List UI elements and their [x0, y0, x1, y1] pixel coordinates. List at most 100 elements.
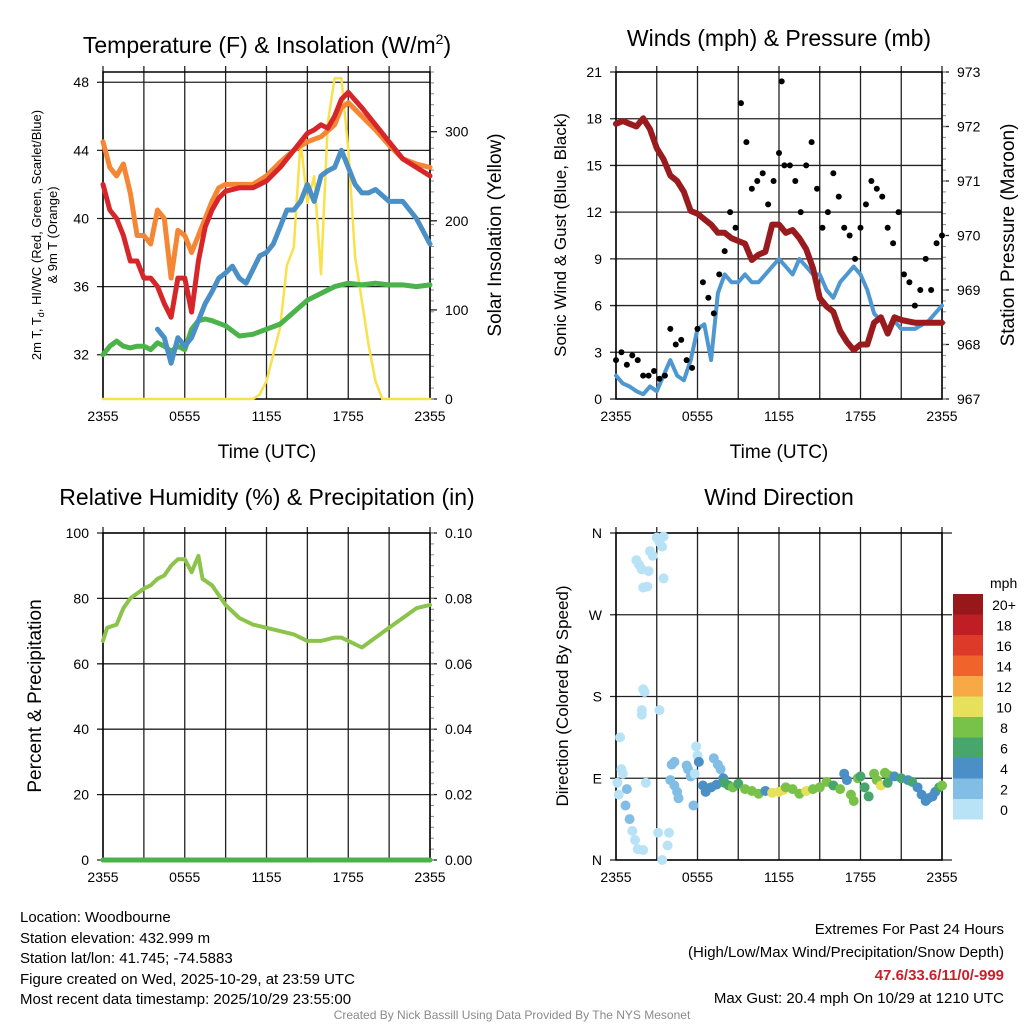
- colorbar-label: 10: [996, 700, 1012, 716]
- y-tick-label: 40: [73, 721, 89, 737]
- x-tick-label: 1155: [764, 408, 794, 424]
- y-tick-label: 44: [73, 142, 89, 158]
- direction-point: [653, 827, 664, 838]
- direction-point: [658, 531, 669, 542]
- gust-point: [623, 361, 630, 368]
- direction-point: [855, 771, 866, 782]
- direction-point: [620, 800, 631, 811]
- direction-point: [688, 800, 699, 811]
- colorbar-swatch: [953, 696, 983, 717]
- direction-chart-title: Wind Direction: [704, 484, 854, 510]
- gust-point: [879, 193, 886, 200]
- wind-y-axis-label: Sonic Wind & Gust (Blue, Black): [551, 113, 570, 357]
- colorbar-label: 12: [996, 679, 1012, 695]
- gust-point: [743, 139, 750, 146]
- 2m-t-line: [100, 89, 433, 320]
- y-tick-label: 6: [594, 298, 602, 314]
- td-line: [100, 280, 433, 358]
- right-y-tick-label: 971: [957, 173, 981, 189]
- gust-point: [862, 201, 869, 208]
- station-pressure-line: [613, 115, 945, 353]
- y-tick-label: 15: [586, 157, 602, 173]
- extremes-values: 47.6/33.6/11/0/-999: [875, 967, 1004, 984]
- gust-point: [705, 294, 712, 301]
- right-y-tick-label: 200: [445, 213, 469, 229]
- footer-recent-data: Most recent data timestamp: 2025/10/29 2…: [20, 991, 351, 1008]
- y-tick-label: 36: [73, 279, 89, 295]
- gust-point: [618, 349, 625, 356]
- gust-point: [672, 341, 679, 348]
- gust-point: [890, 240, 897, 247]
- right-y-tick-label: 969: [957, 282, 981, 298]
- gust-point: [819, 224, 826, 231]
- y-tick-label: 80: [73, 590, 89, 606]
- direction-point: [689, 768, 700, 779]
- y-tick-label: 9: [594, 251, 602, 267]
- gust-point: [710, 310, 717, 317]
- gust-point: [634, 357, 641, 364]
- wind-right-axis-label: Station Pressure (Maroon): [998, 124, 1019, 347]
- direction-point: [627, 825, 638, 836]
- gust-point: [786, 162, 793, 169]
- dir-plot-frame: [615, 532, 943, 861]
- gust-point: [694, 325, 701, 332]
- right-y-tick-label: 0.00: [445, 852, 472, 868]
- x-tick-label: 1755: [333, 408, 364, 424]
- y-tick-label: E: [593, 770, 602, 786]
- x-tick-label: 2355: [926, 869, 957, 885]
- rh-y-axis-label: Percent & Precipitation: [25, 599, 46, 792]
- y-tick-label: 100: [66, 525, 90, 541]
- gust-point: [814, 185, 821, 192]
- gust-point: [939, 232, 945, 239]
- extremes-subtitle: (High/Low/Max Wind/Precipitation/Snow De…: [688, 944, 1004, 961]
- direction-point: [715, 764, 726, 775]
- gust-point: [776, 149, 782, 156]
- relative-humidity-line: [101, 553, 432, 650]
- temp-chart-title: Temperature (F) & Insolation (W/m2): [83, 31, 451, 58]
- direction-point: [647, 550, 658, 561]
- colorbar-swatch: [953, 778, 983, 799]
- direction-point: [624, 814, 635, 825]
- gust-point: [721, 248, 728, 255]
- gust-point: [797, 209, 804, 216]
- x-tick-label: 2355: [600, 869, 631, 885]
- temp-right-axis-label: Solar Insolation (Yellow): [485, 133, 506, 336]
- x-tick-label: 0555: [682, 408, 713, 424]
- colorbar-swatch: [953, 737, 983, 758]
- x-tick-label: 1755: [845, 869, 876, 885]
- colorbar-swatch: [953, 635, 983, 656]
- y-tick-label: 3: [594, 344, 602, 360]
- gust-point: [748, 185, 755, 192]
- direction-point: [643, 566, 654, 577]
- y-tick-label: 40: [73, 210, 89, 226]
- temp-x-axis-label: Time (UTC): [218, 442, 317, 463]
- x-tick-label: 1755: [845, 408, 876, 424]
- direction-point: [640, 777, 651, 788]
- y-tick-label: 0: [594, 391, 602, 407]
- colorbar-swatch: [953, 594, 983, 615]
- gust-point: [933, 240, 940, 247]
- direction-point: [642, 581, 653, 592]
- wind-chart-title: Winds (mph) & Pressure (mb): [627, 25, 931, 51]
- x-tick-label: 2355: [926, 408, 957, 424]
- x-tick-label: 0555: [682, 869, 713, 885]
- direction-point: [621, 784, 632, 795]
- gust-point: [835, 193, 842, 200]
- y-tick-label: 32: [73, 347, 89, 363]
- gust-point: [830, 170, 837, 177]
- direction-point: [733, 778, 744, 789]
- y-tick-label: N: [592, 525, 602, 541]
- direction-point: [882, 777, 893, 788]
- direction-point: [657, 541, 668, 552]
- x-tick-label: 1155: [251, 869, 281, 885]
- right-y-tick-label: 100: [445, 302, 469, 318]
- gust-point: [911, 302, 918, 309]
- gust-point: [778, 78, 785, 85]
- gust-point: [759, 170, 766, 177]
- gust-point: [841, 224, 848, 231]
- direction-point: [691, 741, 702, 752]
- y-tick-label: 60: [73, 656, 89, 672]
- x-tick-label: 2355: [87, 869, 118, 885]
- gust-point: [857, 224, 864, 231]
- direction-point: [663, 827, 674, 838]
